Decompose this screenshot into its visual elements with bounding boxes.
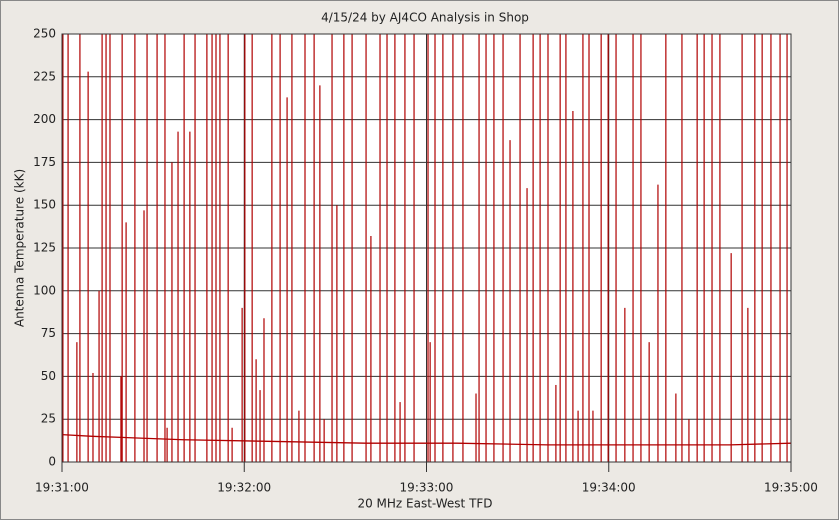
y-tick-label: 225 xyxy=(33,69,56,83)
x-axis-label: 20 MHz East-West TFD xyxy=(357,497,492,511)
x-tick-label: 19:34:00 xyxy=(582,481,636,495)
y-tick-label: 75 xyxy=(41,326,56,340)
y-tick-label: 25 xyxy=(41,412,56,426)
x-tick-label: 19:32:00 xyxy=(217,481,271,495)
data-layer xyxy=(62,34,791,462)
y-axis-label: Antenna Temperature (kK) xyxy=(13,169,27,327)
y-tick-label: 125 xyxy=(33,241,56,255)
x-tick-label: 19:33:00 xyxy=(400,481,454,495)
y-tick-label: 200 xyxy=(33,112,56,126)
y-tick-label: 0 xyxy=(48,455,56,469)
y-tick-label: 50 xyxy=(41,369,56,383)
baseline-line xyxy=(62,433,791,446)
x-tick-label: 19:35:00 xyxy=(764,481,818,495)
chart-title: 4/15/24 by AJ4CO Analysis in Shop xyxy=(321,11,529,25)
y-tick-label: 150 xyxy=(33,198,56,212)
y-tick-label: 175 xyxy=(33,155,56,169)
y-tick-label: 100 xyxy=(33,283,56,297)
x-tick-label: 19:31:00 xyxy=(35,481,89,495)
plot-border xyxy=(61,33,792,463)
y-tick-label: 250 xyxy=(33,27,56,41)
